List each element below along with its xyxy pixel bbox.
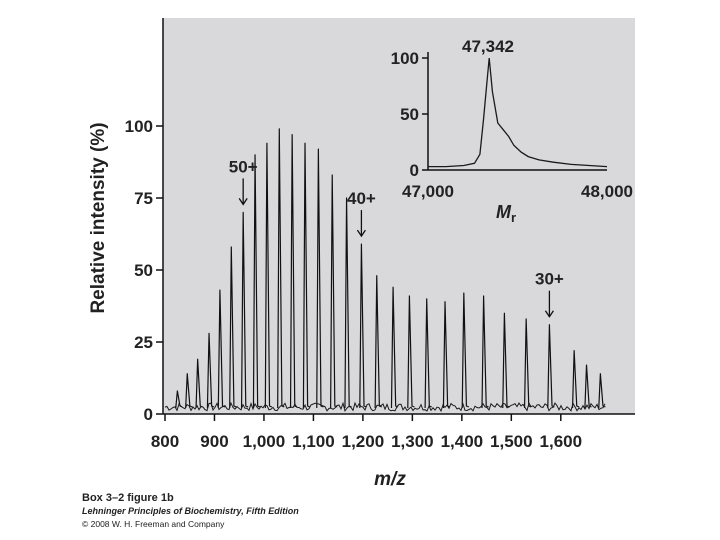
x-tick-group: 800 900 1,000 1,100 1,200 1,300 1,400 1,500 1,60… [151, 414, 582, 451]
y-tick-label: 100 [125, 117, 153, 136]
charge-state-label: 40+ [347, 189, 376, 208]
y-tick-label: 50 [134, 261, 153, 280]
spectrum-peak [523, 318, 532, 409]
inset-peak-label: 47,342 [462, 37, 514, 56]
spectrum-peak [461, 292, 470, 409]
x-tick-label: 1,000 [243, 432, 286, 451]
spectrum-peak [316, 148, 324, 409]
x-tick-label: 1,100 [292, 432, 335, 451]
caption-title: Box 3–2 figure 1b [82, 492, 174, 504]
x-tick-label: 1,300 [391, 432, 434, 451]
charge-state-arrowhead [544, 310, 554, 318]
x-axis-label: m/z [374, 469, 406, 490]
spectrum-peak [252, 154, 261, 409]
x-tick-label: 1,500 [490, 432, 533, 451]
spectrum-peak [240, 211, 249, 409]
y-tick-label: 25 [134, 333, 153, 352]
spectrum-peak [185, 373, 193, 409]
inset-x-label-main: M [496, 202, 512, 222]
inset-x-tick-group: 47,000 48,000 [402, 182, 633, 201]
spectrum-peak [229, 246, 237, 409]
charge-state-label: 50+ [229, 157, 258, 176]
spectrum-peak [302, 142, 311, 409]
charge-state-arrowhead [238, 198, 248, 206]
spectrum-peak [481, 295, 489, 409]
inset-y-tick-label: 100 [391, 49, 419, 68]
spectrum-peak [344, 197, 352, 409]
plot-background [163, 18, 635, 414]
x-tick-label: 1,600 [540, 432, 583, 451]
spectrum-peak [264, 142, 273, 409]
spectrum-peak [407, 295, 415, 409]
main-baseline-noise [164, 401, 606, 413]
inset-x-label-sub: r [511, 210, 516, 225]
caption-copyright: © 2008 W. H. Freeman and Company [82, 519, 225, 529]
inset-y-tick-label: 50 [400, 105, 419, 124]
spectrum-peak [206, 332, 215, 409]
charge-state-label: 30+ [535, 270, 564, 289]
spectrum-peak [571, 350, 580, 409]
y-tick-group: 0 25 50 75 100 [125, 117, 163, 424]
x-tick-label: 900 [200, 432, 228, 451]
spectrum-peak [359, 243, 367, 409]
inset-x-tick-label: 48,000 [581, 182, 633, 201]
inset-spectrum-line [428, 57, 608, 168]
caption-book: Lehninger Principles of Biochemistry, Fi… [82, 506, 299, 516]
y-tick-label: 75 [134, 189, 153, 208]
charge-state-arrowhead [356, 229, 366, 238]
spectrum-peak [442, 301, 451, 409]
inset-x-axis-label: Mr [496, 202, 516, 225]
mass-spectrum-chart: 800 900 1,000 1,100 1,200 1,300 1,400 1,500 1,60… [88, 18, 635, 490]
spectrum-peak [502, 312, 510, 409]
inset-y-tick-label: 0 [410, 161, 419, 180]
charge-state-annotations: 50+ 40+ 30+ [229, 157, 564, 318]
x-tick-label: 1,200 [342, 432, 385, 451]
spectrum-peak [424, 298, 432, 409]
spectrum-peak [277, 128, 285, 409]
y-tick-label: 0 [144, 405, 153, 424]
inset-y-tick-group: 0 50 100 [391, 49, 428, 180]
inset-x-tick-label: 47,000 [402, 182, 454, 201]
inset-plot: 0 50 100 47,000 48,000 47,342 Mr [391, 37, 633, 225]
spectrum-peak [374, 275, 382, 409]
x-tick-label: 800 [151, 432, 179, 451]
y-axis-label: Relative intensity (%) [88, 122, 109, 313]
x-tick-label: 1,400 [441, 432, 484, 451]
